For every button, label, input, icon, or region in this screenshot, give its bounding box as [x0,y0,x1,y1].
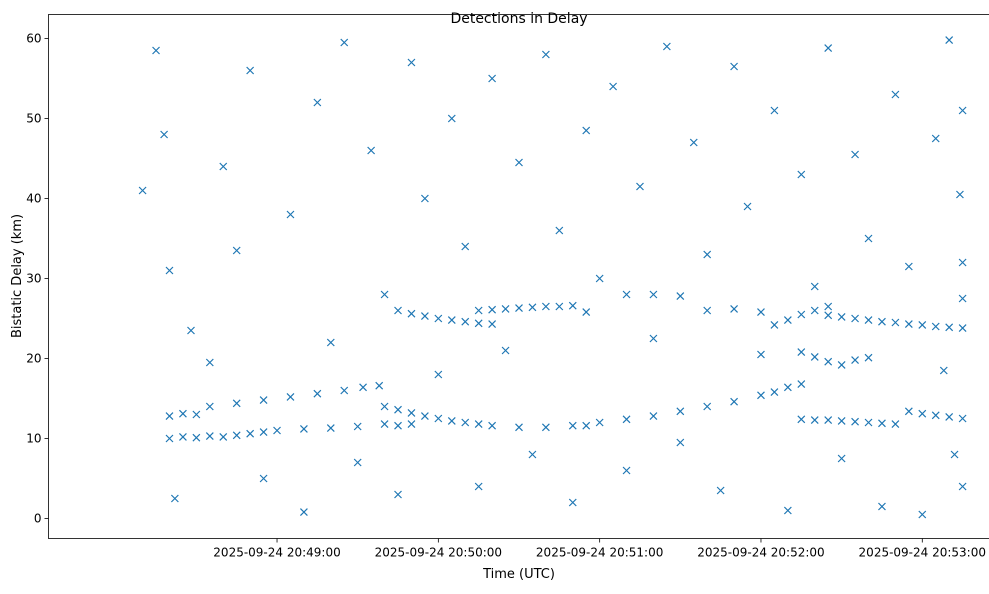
y-tick-label: 30 [26,272,41,286]
y-tick-label: 0 [34,512,42,526]
x-tick-label: 2025-09-24 20:50:00 [375,546,502,560]
chart-title: Detections in Delay [450,11,587,27]
y-tick-label: 10 [26,432,41,446]
y-tick-label: 60 [26,32,41,46]
x-tick-label: 2025-09-24 20:52:00 [697,546,824,560]
x-tick-label: 2025-09-24 20:51:00 [536,546,663,560]
x-tick-label: 2025-09-24 20:53:00 [859,546,986,560]
y-tick-label: 20 [26,352,41,366]
y-axis-label: Bistatic Delay (km) [10,214,25,338]
y-tick-label: 50 [26,112,41,126]
x-tick-label: 2025-09-24 20:49:00 [213,546,340,560]
y-tick-label: 40 [26,192,41,206]
x-axis-label: Time (UTC) [482,567,555,582]
